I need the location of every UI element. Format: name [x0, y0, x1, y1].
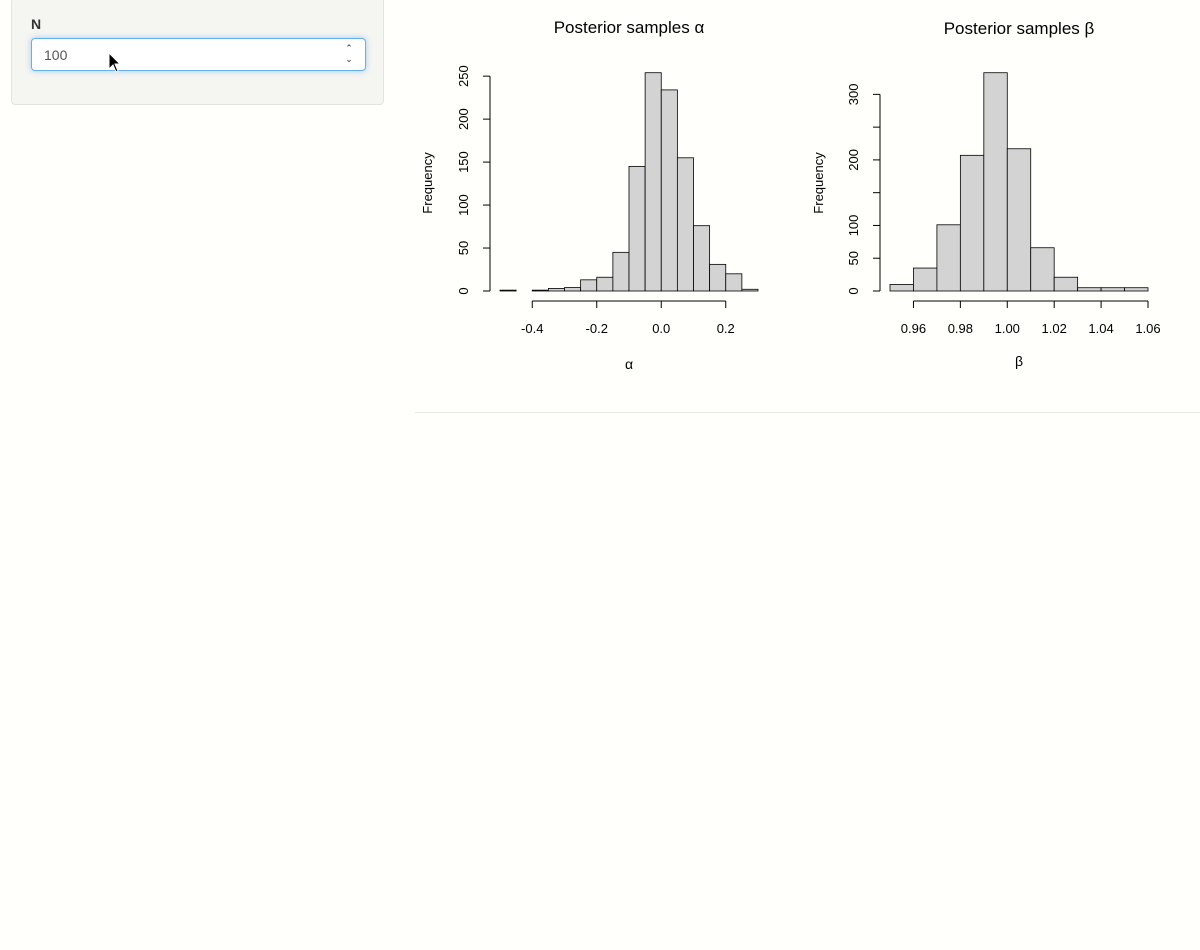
- y-tick-label: 0: [846, 287, 861, 294]
- x-tick-label: 1.02: [1042, 321, 1067, 336]
- histogram-bar: [1030, 247, 1055, 292]
- histogram-bar: [936, 224, 961, 292]
- histogram-bar: [628, 165, 646, 292]
- histogram-bar: [580, 279, 598, 292]
- number-spinner[interactable]: ⌃ ⌄: [342, 43, 356, 65]
- histogram-bar: [959, 154, 985, 292]
- y-tick-label: 150: [456, 151, 471, 173]
- histogram-bar: [725, 273, 743, 292]
- x-tick-label: 0.0: [652, 321, 670, 336]
- y-axis-label: Frequency: [420, 152, 435, 214]
- histogram-bar: [676, 157, 694, 292]
- histogram-bar: [499, 289, 517, 292]
- y-axis-label: Frequency: [811, 152, 826, 214]
- histogram-bar: [1124, 287, 1149, 292]
- histogram-bar: [612, 251, 630, 292]
- histogram-alpha: Posterior samples α α Frequency -0.4 -0.2…: [420, 18, 759, 372]
- x-tick-label: 0.96: [901, 321, 926, 336]
- y-tick-label: 200: [456, 108, 471, 130]
- y-tick-label: 50: [456, 241, 471, 255]
- chart-title: Posterior samples β: [944, 19, 1095, 38]
- x-axis-label: β: [1015, 353, 1023, 369]
- y-tick-label: 100: [846, 215, 861, 237]
- histogram-bar: [564, 287, 582, 292]
- histogram-bar: [644, 72, 662, 292]
- histogram-bar: [709, 263, 727, 292]
- y-tick-label: 50: [846, 251, 861, 265]
- y-tick-label: 0: [456, 287, 471, 294]
- x-tick-label: 0.2: [717, 321, 735, 336]
- histogram-bar: [913, 267, 938, 292]
- n-number-input[interactable]: [31, 38, 366, 71]
- histogram-plots: Posterior samples α α Frequency -0.4 -0.2…: [420, 18, 1161, 372]
- y-tick-label: 200: [846, 149, 861, 171]
- histogram-bar: [741, 288, 759, 292]
- histogram-bar: [660, 89, 678, 292]
- plot-output: Posterior samples α α Frequency -0.4 -0.2…: [415, 0, 1200, 413]
- y-tick-label: 250: [456, 65, 471, 87]
- chevron-up-icon[interactable]: ⌃: [345, 43, 353, 53]
- histogram-bar: [1077, 287, 1102, 292]
- histogram-bar: [1006, 148, 1032, 292]
- x-tick-label: -0.4: [521, 321, 543, 336]
- y-tick-label: 300: [846, 83, 861, 105]
- histogram-bar: [889, 284, 914, 292]
- histogram-bar: [693, 225, 711, 292]
- y-tick-label: 100: [456, 194, 471, 216]
- x-tick-label: -0.2: [586, 321, 608, 336]
- x-tick-label: 1.00: [995, 321, 1020, 336]
- x-tick-label: 1.06: [1135, 321, 1160, 336]
- histogram-bar: [596, 276, 614, 292]
- n-input-label: N: [31, 16, 42, 32]
- x-tick-label: 1.04: [1088, 321, 1113, 336]
- histogram-bar: [1053, 276, 1079, 292]
- histogram-bar: [531, 289, 549, 292]
- sidebar-panel: N ⌃ ⌄: [11, 0, 384, 105]
- chart-title: Posterior samples α: [554, 18, 705, 37]
- histogram-bar: [547, 288, 565, 292]
- chevron-down-icon[interactable]: ⌄: [345, 54, 353, 64]
- histogram-bar: [983, 72, 1008, 292]
- x-axis-label: α: [625, 356, 633, 372]
- histogram-beta: Posterior samples β β Frequency 0.96 0.98…: [811, 19, 1161, 369]
- mouse-pointer-icon: [108, 52, 122, 73]
- histogram-bar: [1100, 287, 1125, 292]
- x-tick-label: 0.98: [948, 321, 973, 336]
